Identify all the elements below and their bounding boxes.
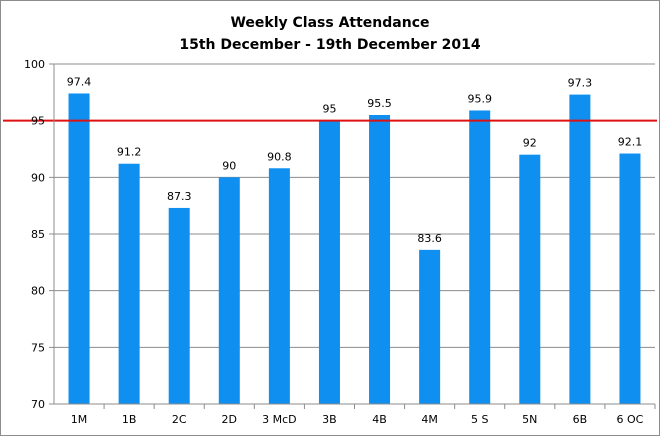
x-tick-label: 6B bbox=[573, 413, 588, 426]
y-tick-label: 85 bbox=[31, 228, 45, 241]
data-label: 95.9 bbox=[467, 92, 492, 105]
bar-4b bbox=[369, 115, 391, 404]
x-tick-label: 2D bbox=[222, 413, 237, 426]
data-label: 90.8 bbox=[267, 150, 292, 163]
bar-3-mcd bbox=[268, 168, 290, 404]
bar-1m bbox=[68, 93, 90, 404]
bar-3b bbox=[318, 120, 340, 405]
chart-title: Weekly Class Attendance bbox=[230, 15, 429, 31]
y-tick-label: 70 bbox=[31, 398, 45, 411]
x-tick-label: 5N bbox=[522, 413, 537, 426]
bars-layer bbox=[68, 93, 641, 405]
data-label: 90 bbox=[222, 159, 236, 172]
data-label: 95 bbox=[322, 103, 336, 116]
x-tick-label: 3B bbox=[322, 413, 337, 426]
x-tick-label: 2C bbox=[172, 413, 187, 426]
data-label: 95.5 bbox=[367, 97, 392, 110]
chart-subtitle: 15th December - 19th December 2014 bbox=[179, 37, 481, 53]
data-label: 91.2 bbox=[117, 146, 142, 159]
bar-4m bbox=[419, 249, 441, 404]
y-tick-label: 80 bbox=[31, 285, 45, 298]
bar-1b bbox=[118, 163, 140, 404]
y-tick-label: 95 bbox=[31, 115, 45, 128]
x-tick-label: 1M bbox=[71, 413, 88, 426]
bar-6b bbox=[569, 94, 591, 404]
data-label: 97.3 bbox=[568, 77, 593, 90]
grid-layer bbox=[49, 63, 655, 405]
x-tick-label: 1B bbox=[122, 413, 137, 426]
x-tick-label: 6 OC bbox=[617, 413, 644, 426]
bar-6-oc bbox=[619, 153, 641, 404]
bar-5-s bbox=[469, 110, 491, 404]
x-tick-label: 4M bbox=[421, 413, 438, 426]
bar-5n bbox=[519, 154, 541, 404]
x-tick-label: 4B bbox=[372, 413, 387, 426]
labels-layer: 97.4 91.2 87.3 90 90.8 95 95.5 83.6 95.9 92 97.3 92… bbox=[67, 75, 642, 244]
data-label: 87.3 bbox=[167, 190, 192, 203]
x-tick-label: 5 S bbox=[471, 413, 488, 426]
data-label: 92.1 bbox=[618, 136, 643, 149]
x-tick-label: 3 McD bbox=[262, 413, 297, 426]
axis-layer: 70 75 80 85 90 95 100 1M 1B 2C 2D 3 McD 3B 4B 4M 5 S 5N 6… bbox=[24, 58, 656, 426]
y-tick-label: 100 bbox=[24, 58, 45, 71]
data-label: 83.6 bbox=[417, 232, 442, 245]
y-tick-label: 90 bbox=[31, 171, 45, 184]
data-label: 97.4 bbox=[67, 75, 92, 88]
y-tick-label: 75 bbox=[31, 341, 45, 354]
bar-2d bbox=[218, 177, 240, 404]
bar-2c bbox=[168, 207, 190, 404]
data-label: 92 bbox=[523, 137, 537, 150]
